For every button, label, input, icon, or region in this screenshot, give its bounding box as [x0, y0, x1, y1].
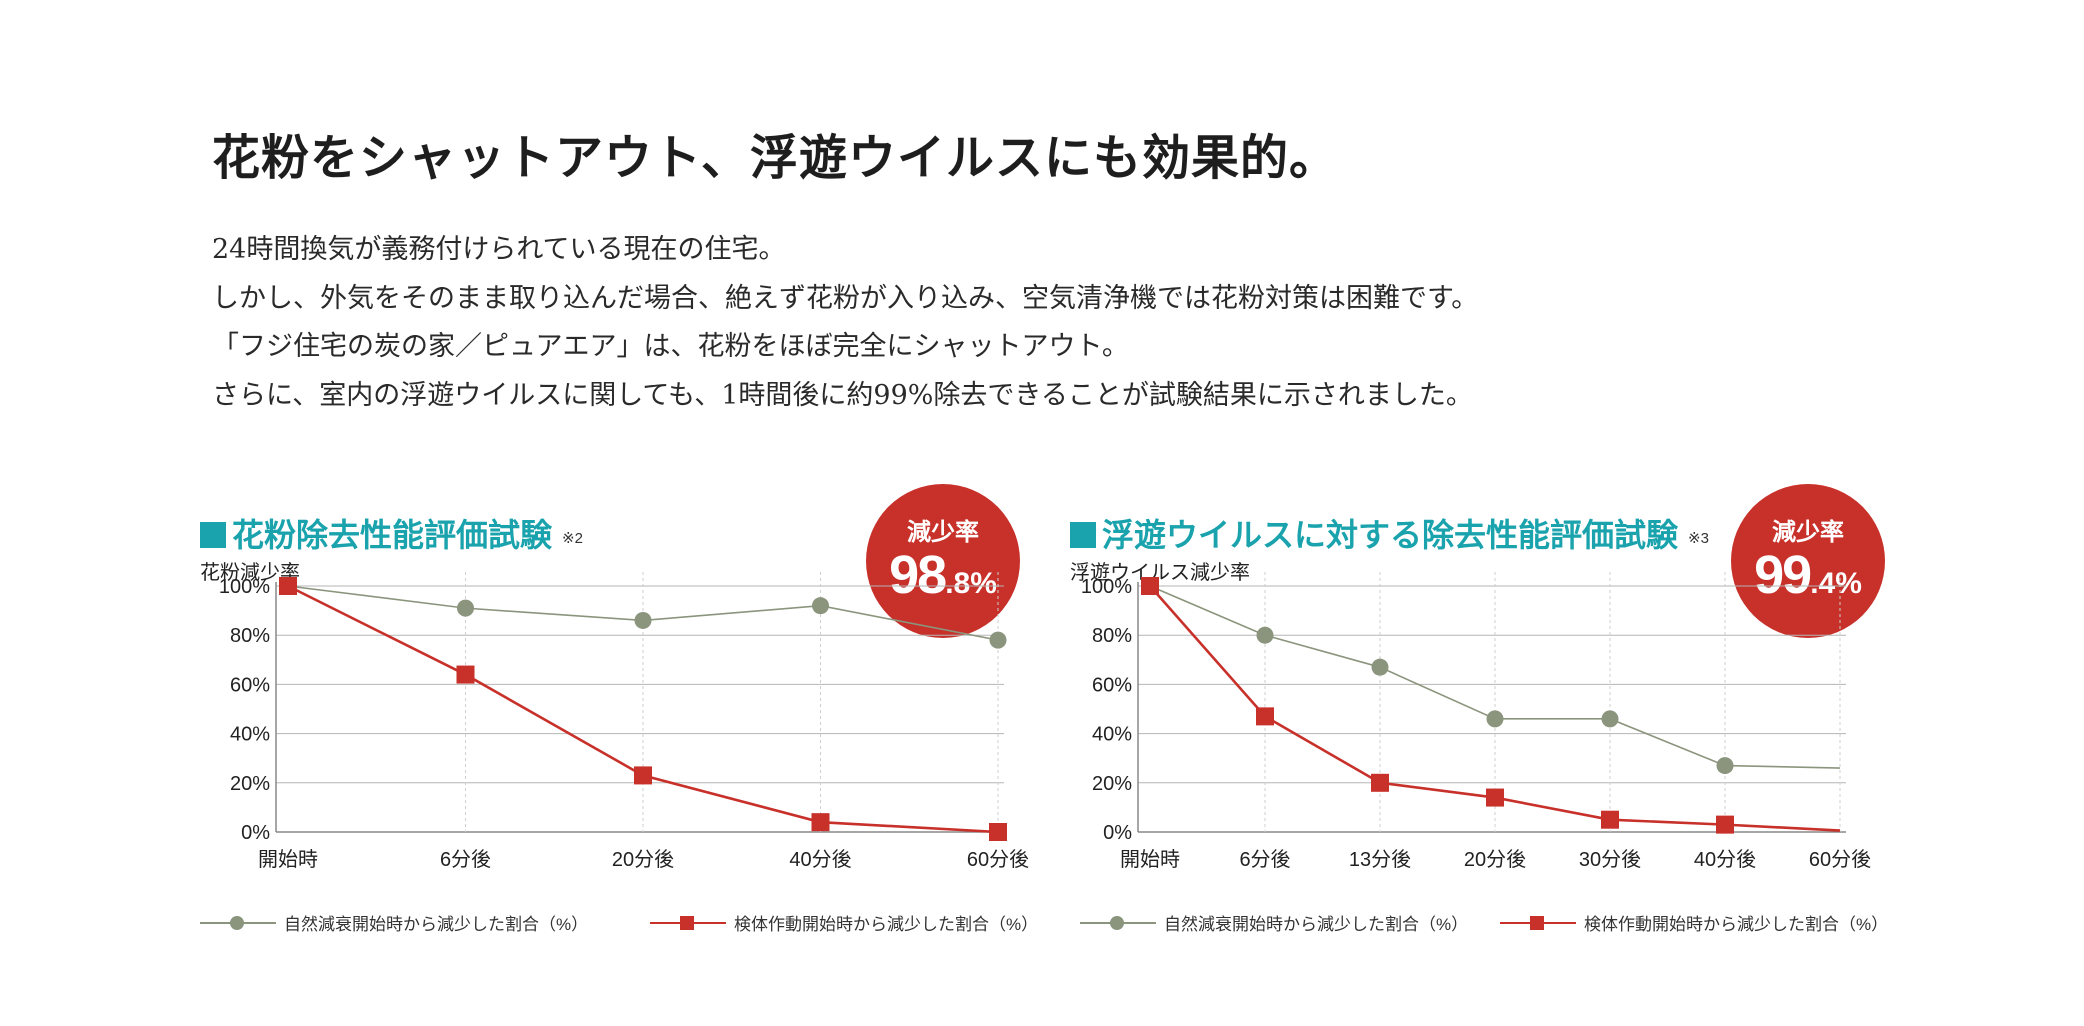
legend-item-device: 検体作動開始時から減少した割合（%）: [1500, 910, 1888, 935]
y-tick-label: 40%: [230, 724, 270, 746]
data-point-circle: [1486, 710, 1504, 728]
legend-label: 自然減衰開始時から減少した割合（%）: [1164, 915, 1469, 934]
x-tick-label: 開始時: [258, 848, 318, 871]
badge-title: 減少率: [907, 519, 979, 546]
data-point-circle: [989, 631, 1007, 649]
y-tick-label: 20%: [1092, 773, 1132, 795]
headline: 花粉をシャットアウト、浮遊ウイルスにも効果的。: [212, 130, 1339, 186]
square-bullet-icon: [200, 522, 226, 548]
x-tick-label: 20分後: [612, 848, 674, 871]
x-tick-label: 開始時: [1120, 848, 1180, 871]
intro-text: 24時間換気が義務付けられている現在の住宅。 しかし、外気をそのまま取り込んだ場…: [212, 226, 1478, 420]
x-tick-label: 13分後: [1349, 848, 1411, 871]
y-tick-label: 20%: [230, 773, 270, 795]
reduction-badge: 減少率 98.8%: [866, 484, 1020, 638]
data-point-square: [1371, 773, 1389, 792]
square-marker-icon: [1500, 915, 1576, 930]
square-bullet-icon: [1070, 522, 1096, 548]
y-tick-label: 0%: [241, 822, 270, 844]
legend-item-natural: 自然減衰開始時から減少した割合（%）: [1080, 910, 1468, 935]
data-point-square: [1486, 788, 1504, 807]
data-point-circle: [634, 611, 652, 629]
y-tick-label: 100%: [1081, 576, 1132, 598]
intro-line-3: 「フジ住宅の炭の家／ピュアエア」は、花粉をほぼ完全にシャットアウト。: [212, 331, 1129, 362]
data-point-circle: [1716, 757, 1734, 775]
intro-line-4: さらに、室内の浮遊ウイルスに関しても、1時間後に約99%除去できることが試験結果…: [212, 379, 1473, 411]
data-point-circle: [457, 599, 474, 617]
y-axis-title: 浮遊ウイルス減少率: [1070, 562, 1250, 584]
x-tick-label: 40分後: [1694, 848, 1756, 871]
legend-item-natural: 自然減衰開始時から減少した割合（%）: [200, 910, 588, 935]
data-point-square: [1256, 707, 1274, 726]
y-tick-label: 80%: [230, 625, 270, 647]
panel-title-text: 花粉除去性能評価試験: [232, 517, 553, 553]
data-point-circle: [812, 597, 829, 615]
data-point-square: [989, 823, 1007, 841]
x-tick-label: 30分後: [1579, 848, 1641, 871]
circle-marker-icon: [200, 915, 276, 930]
badge-value-big: 99: [1754, 545, 1812, 605]
chart-legend: 自然減衰開始時から減少した割合（%） 検体作動開始時から減少した割合（%）: [1070, 910, 1950, 940]
badge-value-big: 98: [889, 545, 947, 605]
data-point-square: [634, 766, 652, 785]
x-tick-label: 6分後: [1239, 848, 1290, 871]
footnote-mark: ※3: [1688, 529, 1709, 547]
data-point-square: [1141, 577, 1159, 595]
legend-item-device: 検体作動開始時から減少した割合（%）: [650, 910, 1038, 935]
square-marker-icon: [650, 915, 726, 930]
data-point-square: [1716, 815, 1734, 834]
legend-label: 自然減衰開始時から減少した割合（%）: [284, 915, 589, 934]
virus-chart-panel: 浮遊ウイルスに対する除去性能評価試験 ※3 浮遊ウイルス減少率 減少率 99.4%…: [1070, 480, 1950, 960]
pollen-chart-panel: 花粉除去性能評価試験 ※2 花粉減少率 減少率 98.8% 0% 20% 40% 60%…: [200, 480, 1080, 960]
y-tick-label: 60%: [1092, 674, 1132, 696]
intro-line-2: しかし、外気をそのまま取り込んだ場合、絶えず花粉が入り込み、空気清浄機では花粉対…: [212, 282, 1479, 314]
x-tick-label: 40分後: [789, 848, 851, 871]
x-tick-label: 6分後: [440, 848, 491, 871]
intro-line-1: 24時間換気が義務付けられている現在の住宅。: [212, 234, 786, 265]
reduction-badge: 減少率 99.4%: [1731, 484, 1885, 638]
data-point-circle: [1256, 626, 1274, 644]
y-axis-title: 花粉減少率: [200, 562, 300, 584]
virus-line-chart: 0% 20% 40% 60% 80% 100% 開始時 6分後 13分後 20分後 30分後 40分後…: [1081, 572, 1871, 871]
panel-title-text: 浮遊ウイルスに対する除去性能評価試験: [1102, 517, 1679, 553]
y-tick-label: 60%: [230, 674, 270, 696]
legend-label: 検体作動開始時から減少した割合（%）: [1584, 915, 1889, 934]
x-tick-label: 60分後: [967, 848, 1029, 871]
circle-marker-icon: [1080, 915, 1156, 930]
data-point-square: [279, 577, 297, 595]
badge-value: 99.4%: [1731, 544, 1885, 606]
y-tick-label: 40%: [1092, 724, 1132, 746]
data-point-square: [1601, 810, 1619, 829]
footnote-mark: ※2: [562, 529, 583, 547]
badge-value-small: .8%: [945, 567, 997, 600]
badge-title: 減少率: [1772, 519, 1844, 546]
panel-title: 浮遊ウイルスに対する除去性能評価試験 ※3: [1070, 510, 1709, 556]
pollen-line-chart: 0% 20% 40% 60% 80% 100% 開始時 6分後 20分後 40分後 60分後: [219, 572, 1029, 871]
panel-title: 花粉除去性能評価試験 ※2: [200, 510, 583, 556]
x-tick-label: 20分後: [1464, 848, 1526, 871]
data-point-circle: [1601, 710, 1619, 728]
x-tick-label: 60分後: [1809, 848, 1871, 871]
data-point-circle: [1371, 658, 1389, 676]
legend-label: 検体作動開始時から減少した割合（%）: [734, 915, 1039, 934]
data-point-square: [456, 665, 475, 684]
y-tick-label: 80%: [1092, 625, 1132, 647]
data-point-square: [811, 813, 830, 832]
y-tick-label: 0%: [1103, 822, 1132, 844]
chart-legend: 自然減衰開始時から減少した割合（%） 検体作動開始時から減少した割合（%）: [200, 910, 1080, 940]
y-tick-label: 100%: [219, 576, 270, 598]
badge-value: 98.8%: [866, 544, 1020, 606]
badge-value-small: .4%: [1810, 567, 1862, 600]
